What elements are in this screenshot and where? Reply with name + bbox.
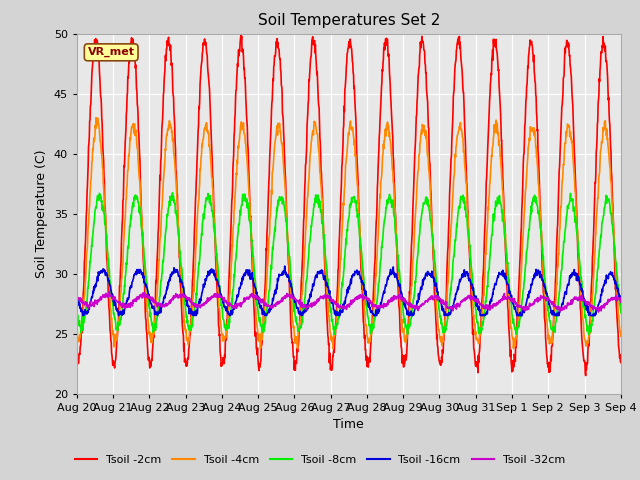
Tsoil -8cm	[255, 317, 263, 323]
Tsoil -4cm	[505, 294, 513, 300]
Tsoil -2cm	[180, 359, 188, 365]
Tsoil -4cm	[434, 321, 442, 326]
Tsoil -2cm	[255, 368, 263, 373]
Tsoil -8cm	[617, 310, 625, 315]
Tsoil -4cm	[92, 115, 100, 120]
Tsoil -8cm	[585, 332, 593, 337]
Line: Tsoil -32cm: Tsoil -32cm	[77, 291, 621, 312]
Tsoil -8cm	[73, 311, 81, 316]
Tsoil -4cm	[73, 327, 81, 333]
Tsoil -32cm	[181, 294, 189, 300]
Tsoil -8cm	[168, 190, 176, 196]
X-axis label: Time: Time	[333, 418, 364, 431]
Tsoil -16cm	[181, 293, 189, 299]
Title: Soil Temperatures Set 2: Soil Temperatures Set 2	[258, 13, 440, 28]
Tsoil -4cm	[255, 338, 263, 344]
Tsoil -8cm	[553, 314, 561, 320]
Text: VR_met: VR_met	[88, 47, 134, 58]
Tsoil -4cm	[553, 281, 561, 287]
Tsoil -2cm	[237, 33, 244, 38]
Tsoil -8cm	[195, 270, 202, 276]
Tsoil -2cm	[582, 372, 589, 378]
Tsoil -8cm	[181, 301, 189, 307]
Tsoil -2cm	[553, 245, 561, 251]
Line: Tsoil -4cm: Tsoil -4cm	[77, 118, 621, 349]
Tsoil -2cm	[617, 360, 625, 365]
Tsoil -16cm	[255, 301, 263, 307]
Tsoil -4cm	[195, 203, 202, 209]
Line: Tsoil -16cm: Tsoil -16cm	[77, 266, 621, 316]
Tsoil -32cm	[434, 298, 442, 303]
Tsoil -8cm	[434, 291, 442, 297]
Line: Tsoil -2cm: Tsoil -2cm	[77, 36, 621, 375]
Tsoil -2cm	[194, 139, 202, 144]
Tsoil -16cm	[281, 263, 289, 269]
Tsoil -16cm	[617, 296, 625, 302]
Tsoil -2cm	[505, 320, 513, 325]
Tsoil -32cm	[255, 294, 263, 300]
Tsoil -16cm	[434, 289, 442, 295]
Tsoil -16cm	[80, 313, 88, 319]
Y-axis label: Soil Temperature (C): Soil Temperature (C)	[35, 149, 48, 278]
Tsoil -2cm	[73, 357, 81, 363]
Tsoil -4cm	[617, 333, 625, 339]
Tsoil -4cm	[329, 346, 337, 352]
Legend: Tsoil -2cm, Tsoil -4cm, Tsoil -8cm, Tsoil -16cm, Tsoil -32cm: Tsoil -2cm, Tsoil -4cm, Tsoil -8cm, Tsoi…	[70, 451, 570, 469]
Tsoil -32cm	[505, 294, 513, 300]
Tsoil -32cm	[195, 303, 202, 309]
Line: Tsoil -8cm: Tsoil -8cm	[77, 193, 621, 335]
Tsoil -16cm	[73, 294, 81, 300]
Tsoil -32cm	[106, 288, 113, 294]
Tsoil -32cm	[595, 309, 602, 315]
Tsoil -4cm	[181, 326, 189, 332]
Tsoil -16cm	[505, 287, 513, 293]
Tsoil -32cm	[617, 300, 625, 305]
Tsoil -32cm	[73, 294, 81, 300]
Tsoil -16cm	[195, 303, 202, 309]
Tsoil -32cm	[553, 304, 561, 310]
Tsoil -16cm	[553, 313, 561, 319]
Tsoil -2cm	[434, 343, 442, 349]
Tsoil -8cm	[505, 278, 513, 284]
